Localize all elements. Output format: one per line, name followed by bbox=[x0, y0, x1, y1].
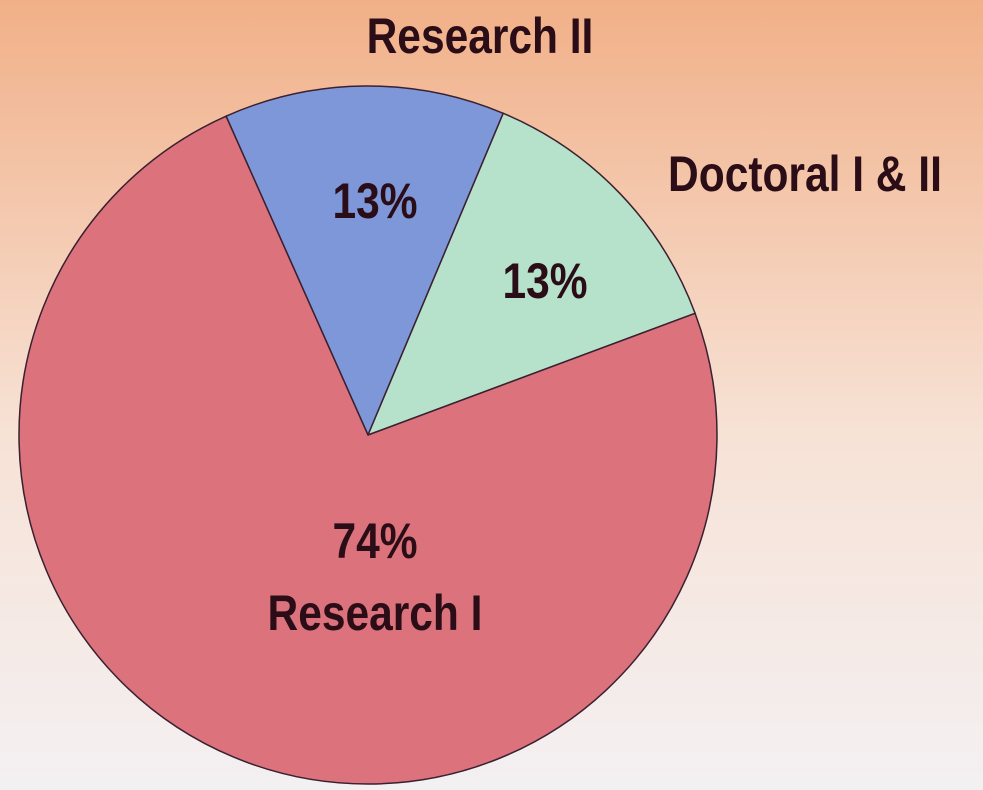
pie-slice bbox=[366, 112, 697, 437]
pie-slice bbox=[225, 85, 505, 437]
value-label: 74% bbox=[332, 513, 417, 569]
value-label: 13% bbox=[332, 173, 417, 229]
slice-label: Doctoral I & II bbox=[668, 146, 942, 202]
value-label: 13% bbox=[502, 253, 587, 309]
slice-label: Research II bbox=[367, 8, 594, 64]
slice-label: Research I bbox=[268, 585, 483, 641]
pie-slice bbox=[18, 115, 718, 785]
